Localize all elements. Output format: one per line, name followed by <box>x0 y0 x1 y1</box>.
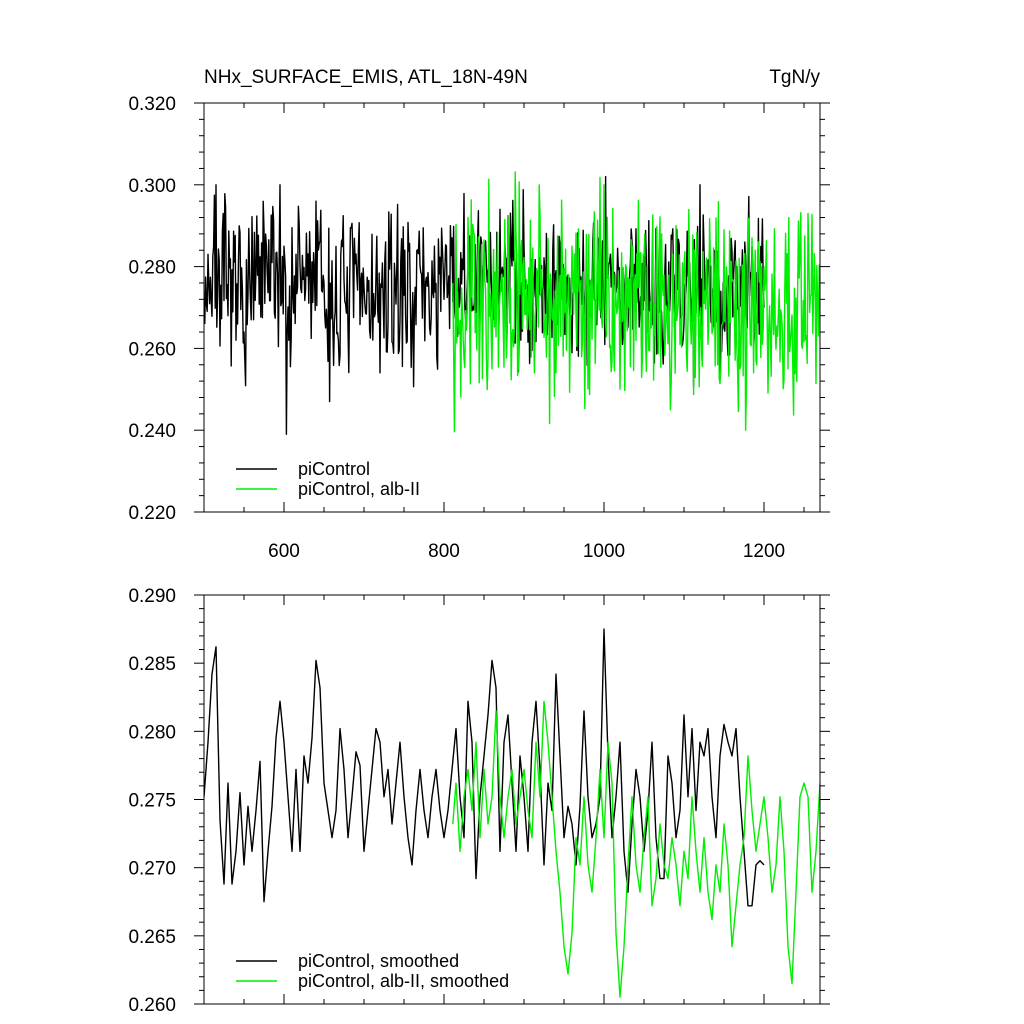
bottom-panel-axes: 0.260 0.265 0.270 0.275 0.280 0.285 0.290 <box>128 586 830 1016</box>
top-panel: NHx_SURFACE_EMIS, ATL_18N-49N TgN/y 600 8… <box>128 67 830 562</box>
x-tick-label: 1000 <box>583 541 625 562</box>
y-tick-label: 0.285 <box>128 654 176 675</box>
series-line-picontrol-alb-ii <box>452 171 820 433</box>
legend-label: piControl, smoothed <box>298 951 459 971</box>
legend-label: piControl, alb-II <box>298 479 420 499</box>
legend-label: piControl <box>298 459 370 479</box>
series-line-picontrol <box>204 628 765 907</box>
series-line-picontrol-alb-ii <box>452 700 820 998</box>
y-tick-label: 0.280 <box>128 258 176 279</box>
bottom-panel-series <box>204 628 820 998</box>
y-tick-label: 0.260 <box>128 995 176 1016</box>
top-panel-title: NHx_SURFACE_EMIS, ATL_18N-49N <box>204 67 528 88</box>
y-tick-label: 0.270 <box>128 859 176 880</box>
y-tick-label: 0.290 <box>128 586 176 607</box>
y-tick-label: 0.320 <box>128 94 176 115</box>
y-tick-label: 0.220 <box>128 503 176 524</box>
y-tick-label: 0.240 <box>128 421 176 442</box>
top-panel-units: TgN/y <box>769 67 820 88</box>
legend-label: piControl, alb-II, smoothed <box>298 971 509 991</box>
y-tick-label: 0.260 <box>128 339 176 360</box>
top-panel-axes: 600 800 1000 1200 0.220 0.240 0.260 0.280 0.300 0… <box>128 94 830 562</box>
x-tick-label: 1200 <box>743 541 785 562</box>
top-panel-series <box>204 171 820 435</box>
x-tick-label: 800 <box>428 541 460 562</box>
y-tick-label: 0.275 <box>128 791 176 812</box>
y-tick-label: 0.265 <box>128 927 176 948</box>
y-tick-label: 0.280 <box>128 722 176 743</box>
y-tick-label: 0.300 <box>128 176 176 197</box>
bottom-panel: 0.260 0.265 0.270 0.275 0.280 0.285 0.290 piCo… <box>128 586 830 1016</box>
plot-frame <box>203 102 821 513</box>
x-tick-label: 600 <box>268 541 300 562</box>
